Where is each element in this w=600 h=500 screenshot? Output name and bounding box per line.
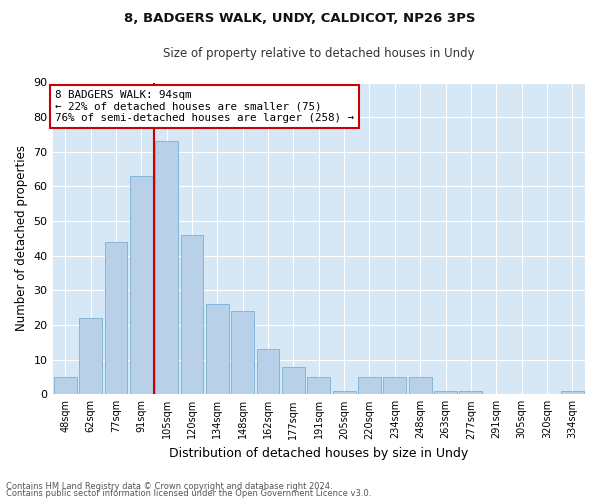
Bar [130, 176, 152, 394]
Bar [561, 391, 584, 394]
Text: 8 BADGERS WALK: 94sqm
← 22% of detached houses are smaller (75)
76% of semi-deta: 8 BADGERS WALK: 94sqm ← 22% of detached … [55, 90, 354, 124]
Bar [54, 377, 77, 394]
Bar [155, 142, 178, 394]
Bar [282, 366, 305, 394]
Bar [79, 318, 102, 394]
Bar [181, 235, 203, 394]
Bar [206, 304, 229, 394]
Bar [358, 377, 381, 394]
Bar [434, 391, 457, 394]
Bar [104, 242, 127, 394]
Bar [257, 350, 280, 395]
Y-axis label: Number of detached properties: Number of detached properties [15, 146, 28, 332]
Text: 8, BADGERS WALK, UNDY, CALDICOT, NP26 3PS: 8, BADGERS WALK, UNDY, CALDICOT, NP26 3P… [124, 12, 476, 26]
Text: Contains HM Land Registry data © Crown copyright and database right 2024.: Contains HM Land Registry data © Crown c… [6, 482, 332, 491]
Text: Contains public sector information licensed under the Open Government Licence v3: Contains public sector information licen… [6, 490, 371, 498]
Bar [409, 377, 431, 394]
Bar [231, 311, 254, 394]
Title: Size of property relative to detached houses in Undy: Size of property relative to detached ho… [163, 48, 475, 60]
Bar [307, 377, 330, 394]
Bar [333, 391, 356, 394]
Bar [383, 377, 406, 394]
X-axis label: Distribution of detached houses by size in Undy: Distribution of detached houses by size … [169, 447, 469, 460]
Bar [460, 391, 482, 394]
